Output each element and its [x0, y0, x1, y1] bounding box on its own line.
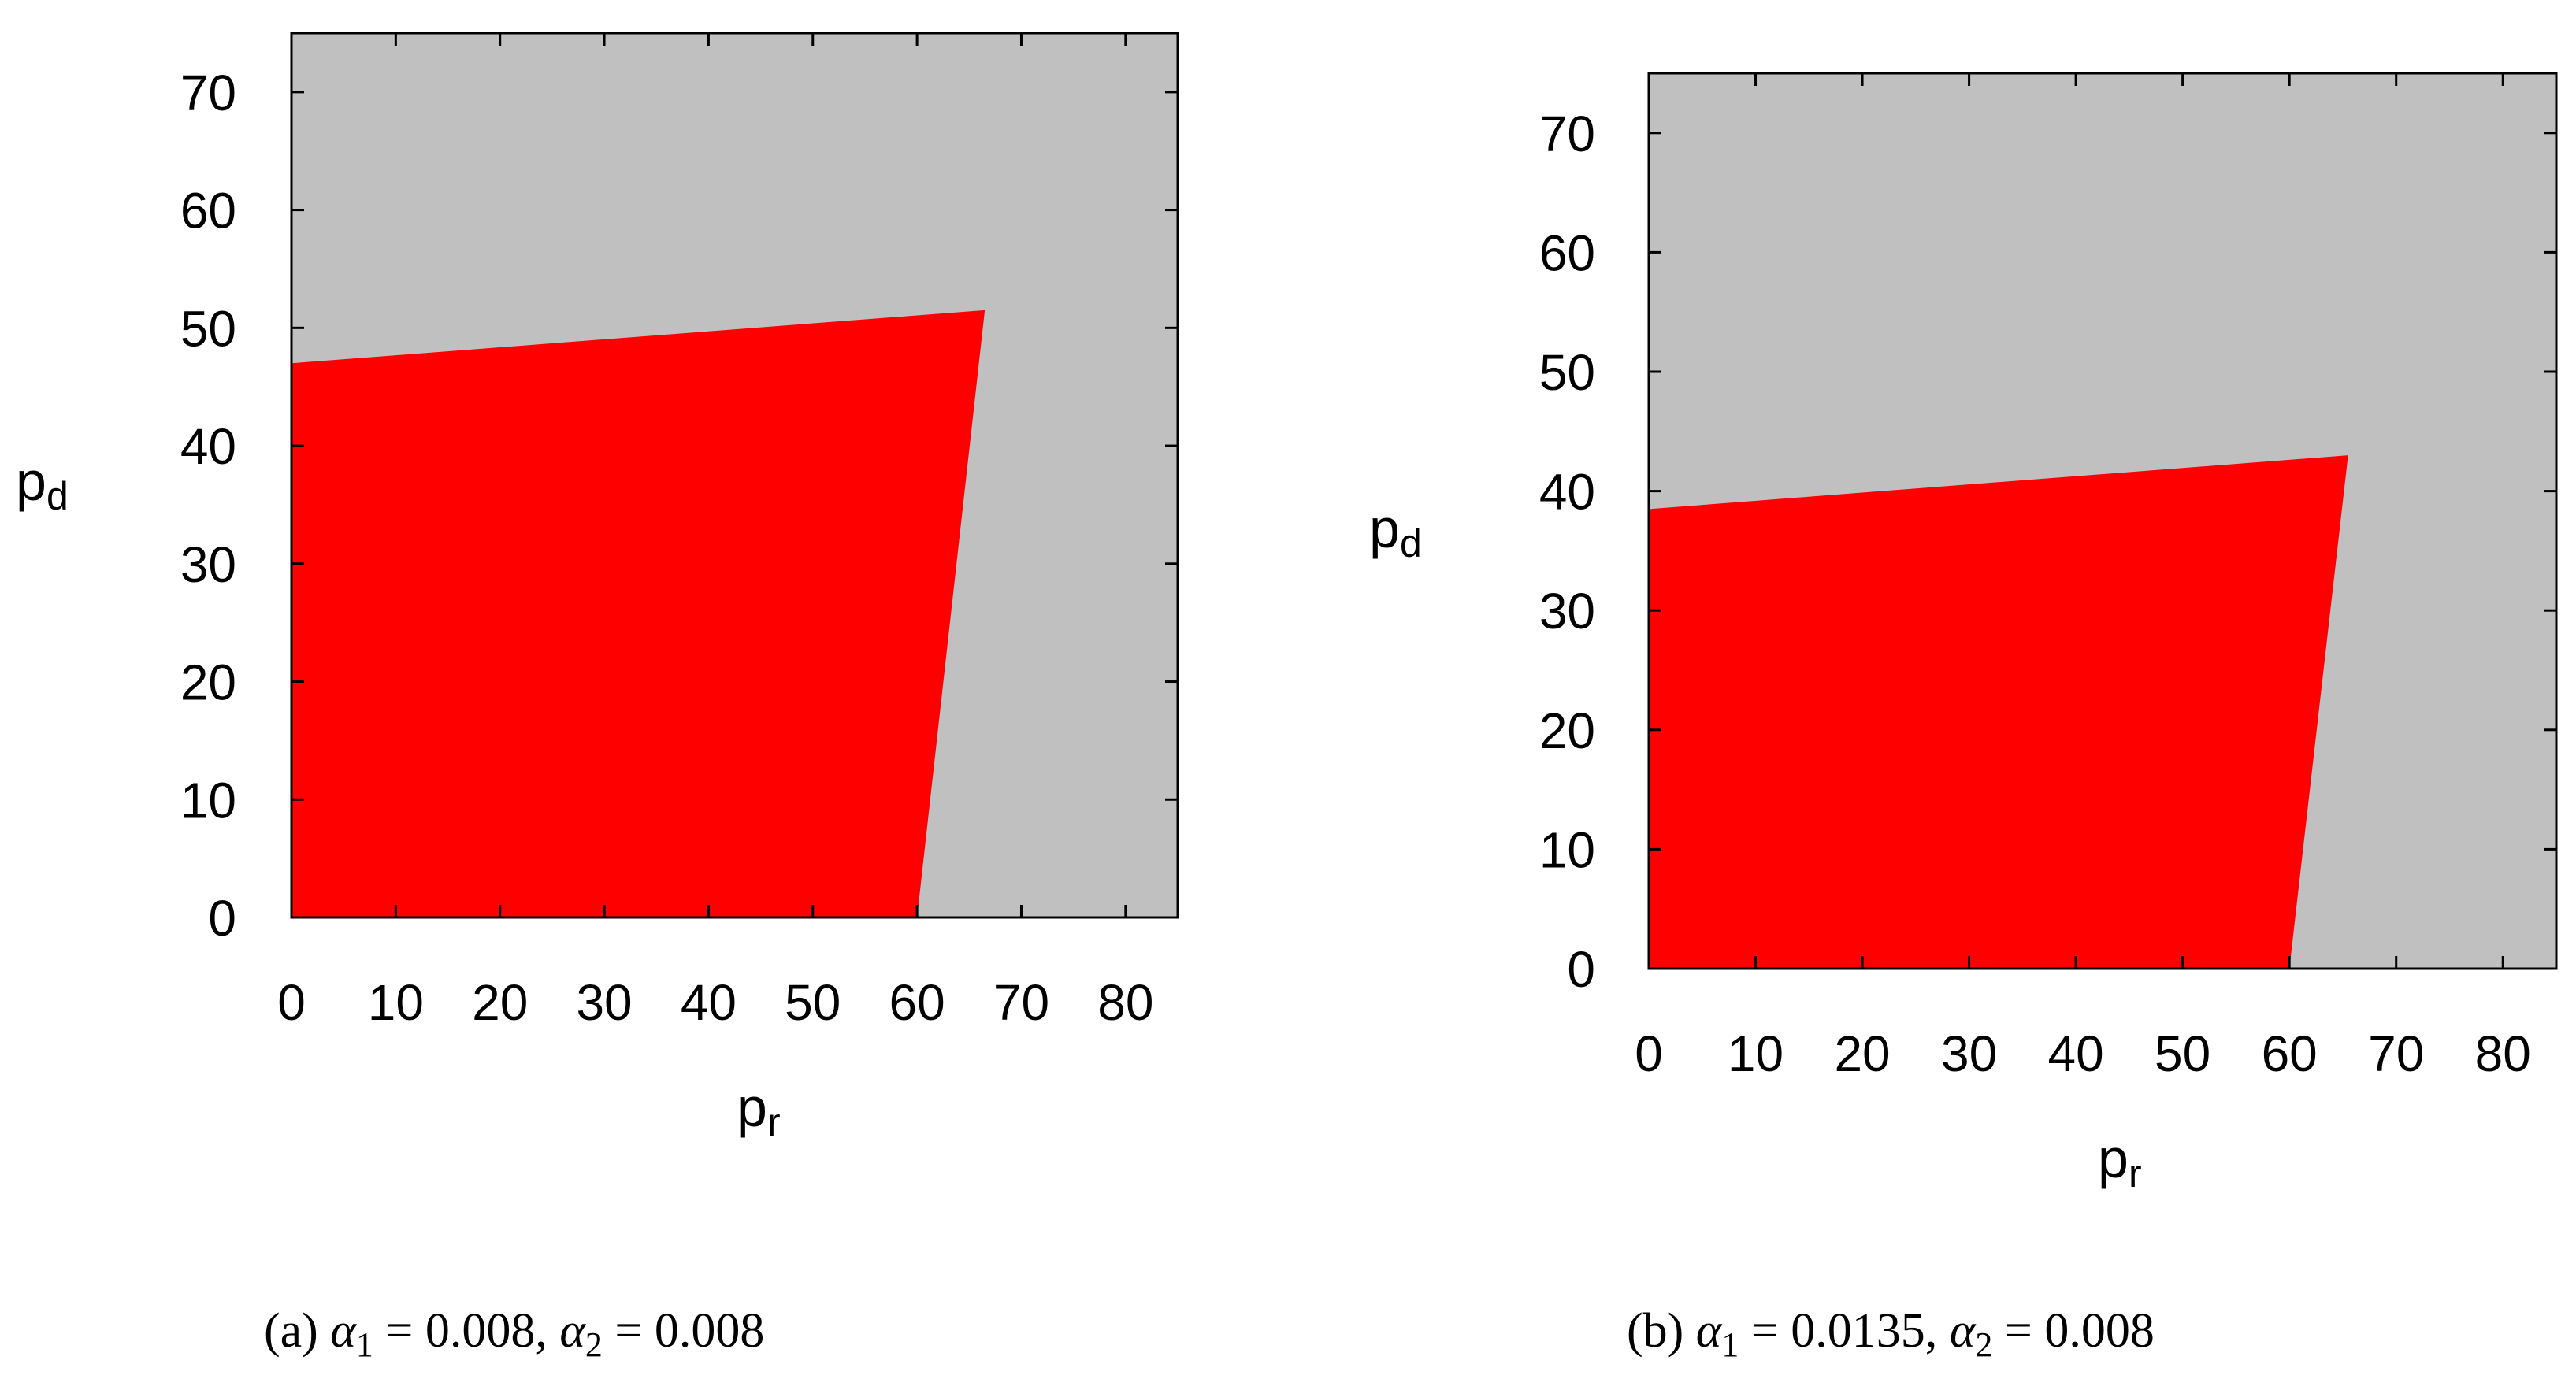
y-tick-label: 50 [1539, 344, 1595, 401]
plot-frame [1647, 72, 2558, 970]
y-tick-label: 20 [180, 654, 236, 711]
x-tick-label: 70 [2368, 1025, 2424, 1082]
y-tick-label: 60 [180, 183, 236, 239]
y-tick-label: 0 [1567, 941, 1595, 998]
y-tick-label: 60 [1539, 224, 1595, 281]
plot-frame [290, 32, 1179, 919]
y-tick-label: 70 [180, 65, 236, 121]
panel-caption: (a) α1 = 0.008, α2 = 0.008 [264, 1304, 764, 1364]
y-tick-label: 10 [180, 772, 236, 828]
x-tick-label: 60 [2262, 1025, 2318, 1082]
y-tick-label: 40 [1539, 464, 1595, 521]
x-axis-label: pr [2098, 1128, 2142, 1195]
x-tick-label: 0 [1635, 1025, 1663, 1082]
y-tick-label: 70 [1539, 106, 1595, 162]
y-tick-label: 0 [208, 890, 236, 947]
x-tick-label: 80 [2475, 1025, 2531, 1082]
panel-a: 0 10 20 30 40 50 60 70 80 0 10 20 30 40 50 60 70 pr pd (a) … [16, 32, 1179, 1364]
x-tick-label: 70 [993, 974, 1049, 1031]
x-tick-label: 40 [2048, 1025, 2104, 1082]
y-tick-label: 30 [1539, 583, 1595, 639]
x-tick-label: 10 [368, 974, 424, 1031]
y-tick-label: 20 [1539, 702, 1595, 759]
x-tick-label: 20 [472, 974, 528, 1031]
x-tick-label: 80 [1097, 974, 1153, 1031]
x-tick-label: 30 [576, 974, 632, 1031]
y-tick-label: 50 [180, 300, 236, 357]
y-axis-label: pd [16, 450, 69, 518]
x-tick-label: 20 [1834, 1025, 1890, 1082]
panel-b: 0 10 20 30 40 50 60 70 80 0 10 20 30 40 50 60 70 pr pd (b) … [1369, 72, 2558, 1364]
y-axis-label: pd [1369, 498, 1422, 565]
y-tick-label: 30 [180, 536, 236, 593]
x-tick-label: 0 [277, 974, 306, 1031]
x-tick-label: 60 [889, 974, 945, 1031]
region-polygon [291, 309, 985, 918]
x-tick-label: 30 [1941, 1025, 1997, 1082]
x-tick-label: 40 [681, 974, 737, 1031]
panel-caption: (b) α1 = 0.0135, α2 = 0.008 [1627, 1304, 2155, 1364]
region-polygon [1649, 455, 2348, 969]
x-axis-label: pr [737, 1077, 781, 1144]
x-tick-label: 50 [2155, 1025, 2210, 1082]
x-tick-label: 50 [785, 974, 841, 1031]
y-tick-label: 10 [1539, 821, 1595, 878]
y-tick-label: 40 [180, 418, 236, 475]
x-tick-label: 10 [1728, 1025, 1784, 1082]
